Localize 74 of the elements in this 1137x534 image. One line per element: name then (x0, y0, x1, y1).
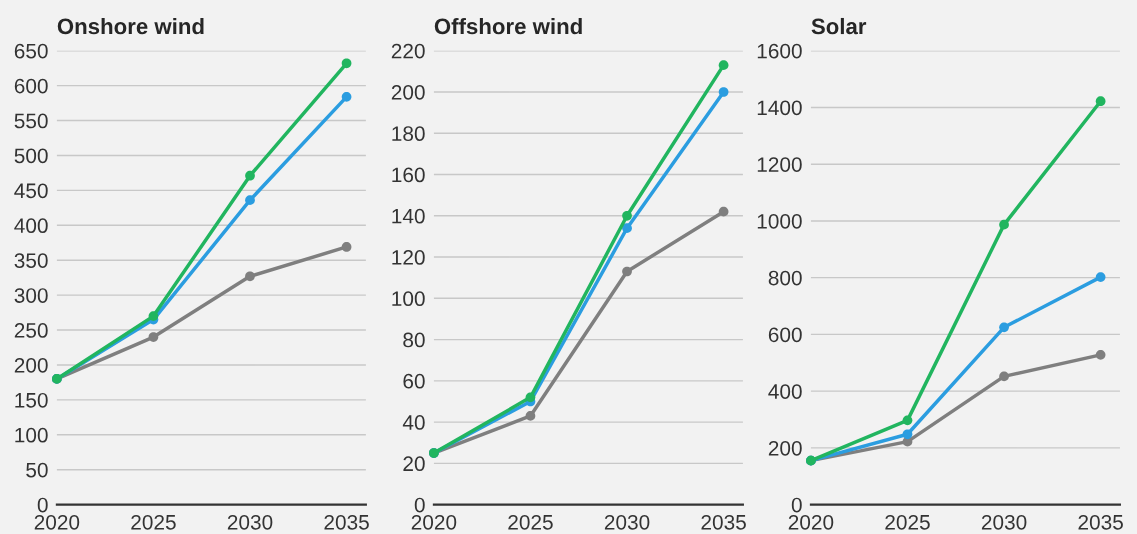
y-tick-label: 200 (391, 84, 425, 100)
x-tick-label: 2035 (701, 514, 746, 530)
y-tick-label: 220 (391, 43, 425, 59)
y-tick-label: 150 (15, 392, 48, 408)
x-tick-label: 2035 (1078, 514, 1123, 530)
y-tick-label: 120 (392, 250, 425, 265)
x-tick-label: 2030 (604, 514, 650, 530)
y-tick-label: 60 (403, 373, 425, 389)
point (525, 392, 536, 403)
y-tick-label: 0 (414, 497, 425, 513)
y-tick-label: 0 (37, 497, 48, 513)
point (902, 429, 913, 440)
x-tick-label: 2020 (411, 514, 457, 530)
point (341, 58, 352, 69)
point (1095, 272, 1106, 282)
point (245, 195, 255, 206)
chart-title: Solar (811, 17, 867, 35)
point (148, 311, 159, 321)
y-tick-label: 200 (768, 440, 802, 456)
chart-title: Offshore wind (434, 17, 582, 35)
y-tick-label: 1400 (757, 100, 802, 116)
point (525, 411, 536, 421)
point (718, 60, 729, 71)
x-tick-label: 2035 (324, 514, 369, 530)
x-tick-label: 2030 (227, 514, 273, 530)
point (148, 332, 159, 342)
y-tick-label: 250 (14, 323, 48, 338)
point (999, 219, 1009, 230)
y-tick-label: 1200 (757, 157, 802, 172)
point (1095, 349, 1106, 360)
x-tick-label: 2025 (508, 514, 553, 530)
point (245, 170, 255, 181)
x-tick-label: 2030 (981, 514, 1027, 530)
y-tick-label: 80 (403, 332, 425, 348)
point (341, 91, 352, 102)
y-tick-label: 300 (14, 288, 48, 303)
point (718, 87, 729, 97)
y-tick-label: 500 (14, 148, 48, 164)
y-tick-label: 600 (768, 327, 802, 343)
y-tick-label: 100 (392, 291, 425, 307)
point (999, 371, 1009, 382)
x-tick-label: 2025 (885, 514, 930, 530)
y-tick-label: 50 (26, 462, 48, 478)
y-tick-label: 600 (14, 78, 48, 94)
y-tick-label: 1000 (757, 213, 802, 229)
y-tick-label: 800 (768, 270, 802, 286)
point (902, 415, 913, 426)
chart-title: Onshore wind (57, 17, 204, 35)
y-tick-label: 180 (392, 126, 425, 142)
y-tick-label: 650 (14, 43, 48, 59)
point (245, 271, 255, 282)
y-tick-label: 550 (14, 113, 48, 129)
y-tick-label: 200 (14, 357, 48, 373)
y-tick-label: 400 (768, 384, 802, 399)
x-tick-label: 2025 (131, 514, 176, 530)
y-tick-label: 20 (403, 456, 425, 472)
y-tick-label: 1600 (757, 43, 802, 59)
y-tick-label: 100 (15, 427, 48, 443)
x-tick-label: 2020 (788, 514, 834, 530)
y-tick-label: 350 (14, 253, 48, 268)
x-tick-label: 2020 (34, 514, 80, 530)
y-tick-label: 140 (392, 208, 425, 224)
point (622, 223, 632, 234)
y-tick-label: 0 (791, 497, 802, 513)
point (341, 242, 352, 252)
point (1095, 96, 1106, 107)
y-tick-label: 160 (392, 167, 425, 183)
point (622, 210, 632, 221)
point (622, 266, 632, 277)
y-tick-label: 40 (402, 415, 425, 430)
y-tick-label: 450 (14, 183, 48, 199)
point (718, 206, 729, 217)
y-tick-label: 400 (14, 218, 48, 234)
point (999, 322, 1009, 333)
